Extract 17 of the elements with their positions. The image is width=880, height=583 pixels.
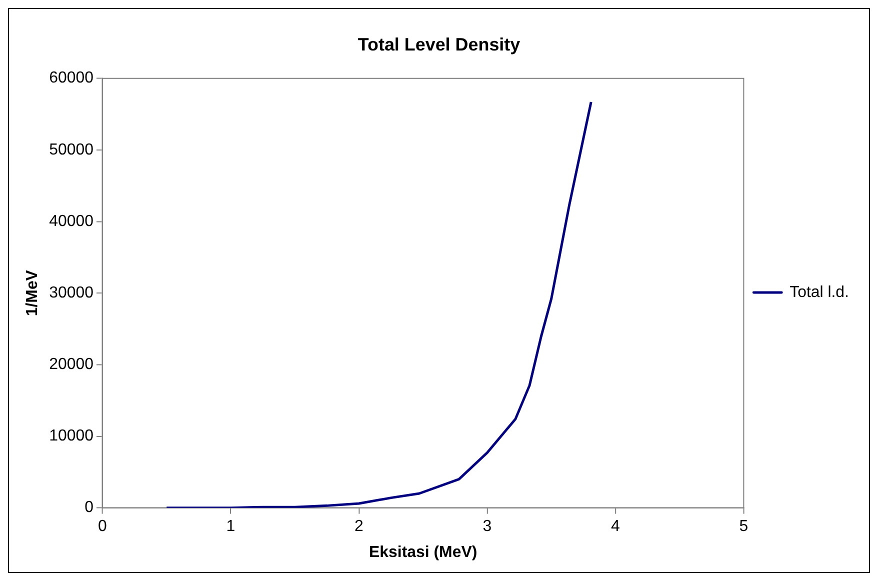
y-tick-label: 30000: [49, 284, 94, 302]
legend-label: Total l.d.: [790, 284, 849, 301]
y-tick-label: 60000: [49, 70, 94, 87]
y-tick-label: 40000: [49, 212, 94, 230]
x-tick-label: 3: [482, 518, 492, 535]
y-tick-label: 20000: [49, 356, 94, 374]
x-tick-label: 2: [354, 518, 364, 535]
x-tick-label: 5: [739, 518, 748, 535]
y-axis-title: 1/MeV: [24, 270, 41, 316]
y-tick-label: 0: [84, 499, 94, 516]
x-tick-label: 0: [98, 518, 108, 535]
y-tick-label: 10000: [49, 428, 94, 445]
x-tick-label: 4: [611, 518, 620, 535]
x-tick-label: 1: [226, 518, 236, 535]
x-axis-title: Eksitasi (MeV): [369, 544, 478, 561]
chart-title: Total Level Density: [358, 34, 520, 55]
y-tick-label: 50000: [49, 141, 94, 158]
